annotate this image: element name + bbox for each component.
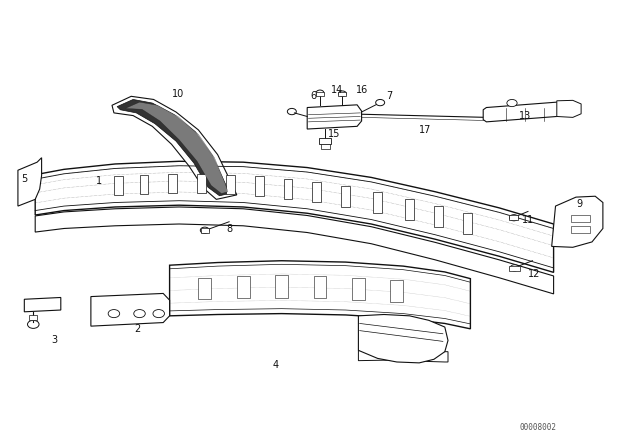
- Text: 9: 9: [576, 199, 582, 209]
- Polygon shape: [125, 102, 228, 194]
- Text: 2: 2: [134, 324, 141, 334]
- Text: 11: 11: [522, 215, 534, 224]
- Polygon shape: [557, 100, 581, 117]
- Text: 15: 15: [328, 129, 340, 139]
- Bar: [168, 174, 177, 193]
- Polygon shape: [483, 102, 563, 122]
- Text: 13: 13: [518, 112, 531, 121]
- Polygon shape: [18, 158, 42, 206]
- Text: 17: 17: [419, 125, 432, 135]
- Bar: [571, 215, 590, 222]
- Text: 7: 7: [386, 91, 392, 101]
- Bar: [463, 213, 472, 234]
- Polygon shape: [552, 196, 603, 247]
- Text: 16: 16: [355, 85, 368, 95]
- Bar: [373, 192, 382, 212]
- Bar: [275, 276, 288, 297]
- Circle shape: [507, 99, 517, 107]
- Bar: [341, 186, 350, 207]
- Bar: [316, 92, 324, 96]
- Bar: [352, 278, 365, 300]
- Bar: [321, 144, 330, 149]
- Polygon shape: [35, 161, 554, 272]
- Text: 1: 1: [96, 177, 102, 186]
- Text: 00008002: 00008002: [519, 423, 556, 432]
- Circle shape: [510, 265, 519, 271]
- Polygon shape: [91, 293, 170, 326]
- Bar: [284, 179, 292, 198]
- Circle shape: [339, 91, 346, 96]
- Text: 4: 4: [272, 360, 278, 370]
- Bar: [338, 92, 346, 96]
- Bar: [314, 276, 326, 298]
- Polygon shape: [307, 105, 362, 129]
- Text: 12: 12: [528, 269, 541, 279]
- Polygon shape: [24, 297, 61, 312]
- Polygon shape: [170, 261, 470, 329]
- Bar: [226, 175, 235, 194]
- Bar: [390, 280, 403, 302]
- Polygon shape: [216, 192, 499, 233]
- Bar: [571, 226, 590, 233]
- Bar: [29, 315, 37, 320]
- Polygon shape: [112, 96, 237, 199]
- Bar: [319, 138, 331, 144]
- Bar: [434, 206, 443, 227]
- Bar: [509, 215, 518, 220]
- Bar: [312, 182, 321, 202]
- Text: 3: 3: [51, 336, 58, 345]
- Text: 10: 10: [172, 89, 184, 99]
- Text: 8: 8: [226, 224, 232, 234]
- Polygon shape: [117, 99, 229, 196]
- Bar: [140, 175, 148, 194]
- Bar: [197, 174, 206, 194]
- Text: 6: 6: [310, 91, 317, 101]
- Bar: [255, 176, 264, 196]
- Bar: [509, 266, 520, 271]
- Polygon shape: [358, 349, 448, 362]
- Circle shape: [509, 215, 518, 221]
- Polygon shape: [35, 207, 554, 294]
- Polygon shape: [358, 314, 448, 363]
- Bar: [237, 276, 250, 298]
- Bar: [405, 199, 414, 220]
- Text: 5: 5: [21, 174, 28, 184]
- Circle shape: [316, 90, 324, 95]
- Bar: [114, 176, 123, 195]
- Circle shape: [376, 99, 385, 106]
- Text: 14: 14: [331, 85, 344, 95]
- Bar: [201, 228, 209, 233]
- Bar: [198, 278, 211, 299]
